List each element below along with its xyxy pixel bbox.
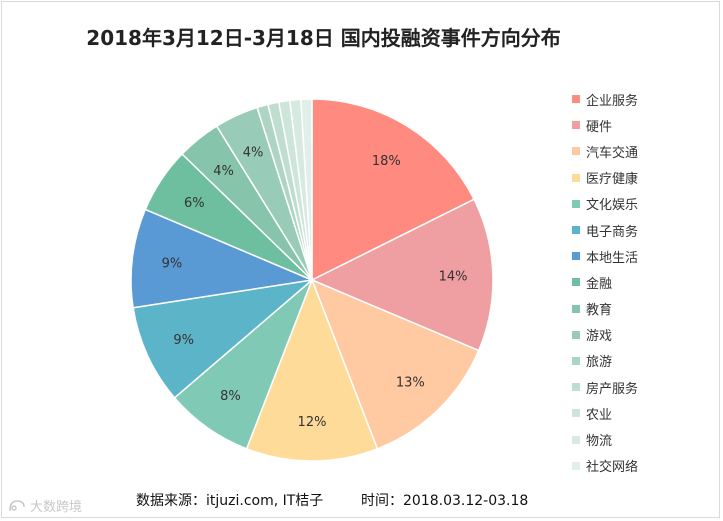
legend-swatch	[572, 173, 580, 182]
data-label-9: 4%	[243, 146, 264, 161]
chart-title: 2018年3月12日-3月18日 国内投融资事件方向分布	[86, 26, 561, 50]
legend-swatch	[572, 356, 580, 365]
watermark-logo-icon	[9, 499, 25, 511]
legend-item-9: 游戏	[572, 322, 638, 348]
legend-item-0: 企业服务	[572, 86, 638, 112]
legend-swatch	[572, 147, 580, 156]
legend-label: 游戏	[586, 329, 613, 345]
pie-slice-3	[245, 277, 379, 462]
legend-label: 物流	[586, 434, 613, 450]
legend-label: 文化娱乐	[586, 198, 639, 214]
legend-swatch	[572, 95, 580, 104]
watermark: 大数跨境	[8, 496, 82, 515]
watermark-text: 大数跨境	[30, 500, 83, 515]
data-source-note: 数据来源：itjuzi.com, IT桔子	[136, 493, 324, 509]
legend-item-6: 本地生活	[572, 243, 638, 269]
pie-slice-6	[130, 208, 315, 309]
legend-item-1: 硬件	[572, 112, 638, 138]
legend-label: 房产服务	[586, 381, 639, 397]
legend-swatch	[572, 278, 580, 287]
legend-swatch	[572, 383, 580, 392]
legend-swatch	[572, 435, 580, 444]
legend-swatch	[572, 226, 580, 235]
pie-slice-0	[311, 98, 476, 282]
legend-item-3: 医疗健康	[572, 165, 638, 191]
data-label-7: 6%	[184, 196, 205, 211]
legend-swatch	[572, 199, 580, 208]
legend-item-12: 农业	[572, 400, 638, 426]
legend-item-2: 汽车交通	[572, 138, 638, 164]
legend-swatch	[572, 330, 580, 339]
legend-label: 社交网络	[586, 460, 639, 476]
data-label-8: 4%	[213, 164, 234, 179]
pie-slice-14	[300, 98, 313, 281]
legend-label: 本地生活	[586, 250, 639, 266]
legend-item-13: 物流	[572, 426, 638, 452]
legend-swatch	[572, 252, 580, 261]
legend-label: 电子商务	[586, 224, 639, 240]
pie-slice-1	[310, 198, 494, 352]
data-label-0: 18%	[372, 154, 401, 169]
legend-label: 汽车交通	[586, 145, 639, 161]
data-label-6: 9%	[162, 257, 183, 272]
legend-item-5: 电子商务	[572, 217, 638, 243]
legend-label: 硬件	[586, 119, 613, 135]
legend-swatch	[572, 121, 580, 130]
legend-item-11: 房产服务	[572, 374, 638, 400]
legend-label: 教育	[586, 303, 613, 319]
chart-legend: 企业服务硬件汽车交通医疗健康文化娱乐电子商务本地生活金融教育游戏旅游房产服务农业…	[572, 86, 638, 479]
data-label-5: 9%	[173, 333, 194, 348]
legend-swatch	[572, 304, 580, 313]
legend-swatch	[572, 461, 580, 470]
legend-item-4: 文化娱乐	[572, 191, 638, 217]
pie-slice-5	[132, 278, 315, 399]
data-label-3: 12%	[298, 415, 327, 430]
legend-label: 企业服务	[586, 93, 639, 109]
legend-label: 金融	[586, 276, 613, 292]
data-label-2: 13%	[396, 375, 425, 390]
legend-item-8: 教育	[572, 296, 638, 322]
legend-item-14: 社交网络	[572, 453, 638, 479]
legend-item-10: 旅游	[572, 348, 638, 374]
legend-swatch	[572, 409, 580, 418]
data-label-1: 14%	[439, 270, 468, 285]
legend-item-7: 金融	[572, 269, 638, 295]
legend-label: 农业	[586, 407, 613, 423]
pie-slice-2	[310, 278, 480, 450]
date-range-note: 时间：2018.03.12-03.18	[361, 493, 529, 509]
legend-label: 旅游	[586, 355, 613, 371]
data-label-4: 8%	[220, 389, 241, 404]
legend-label: 医疗健康	[586, 172, 639, 188]
